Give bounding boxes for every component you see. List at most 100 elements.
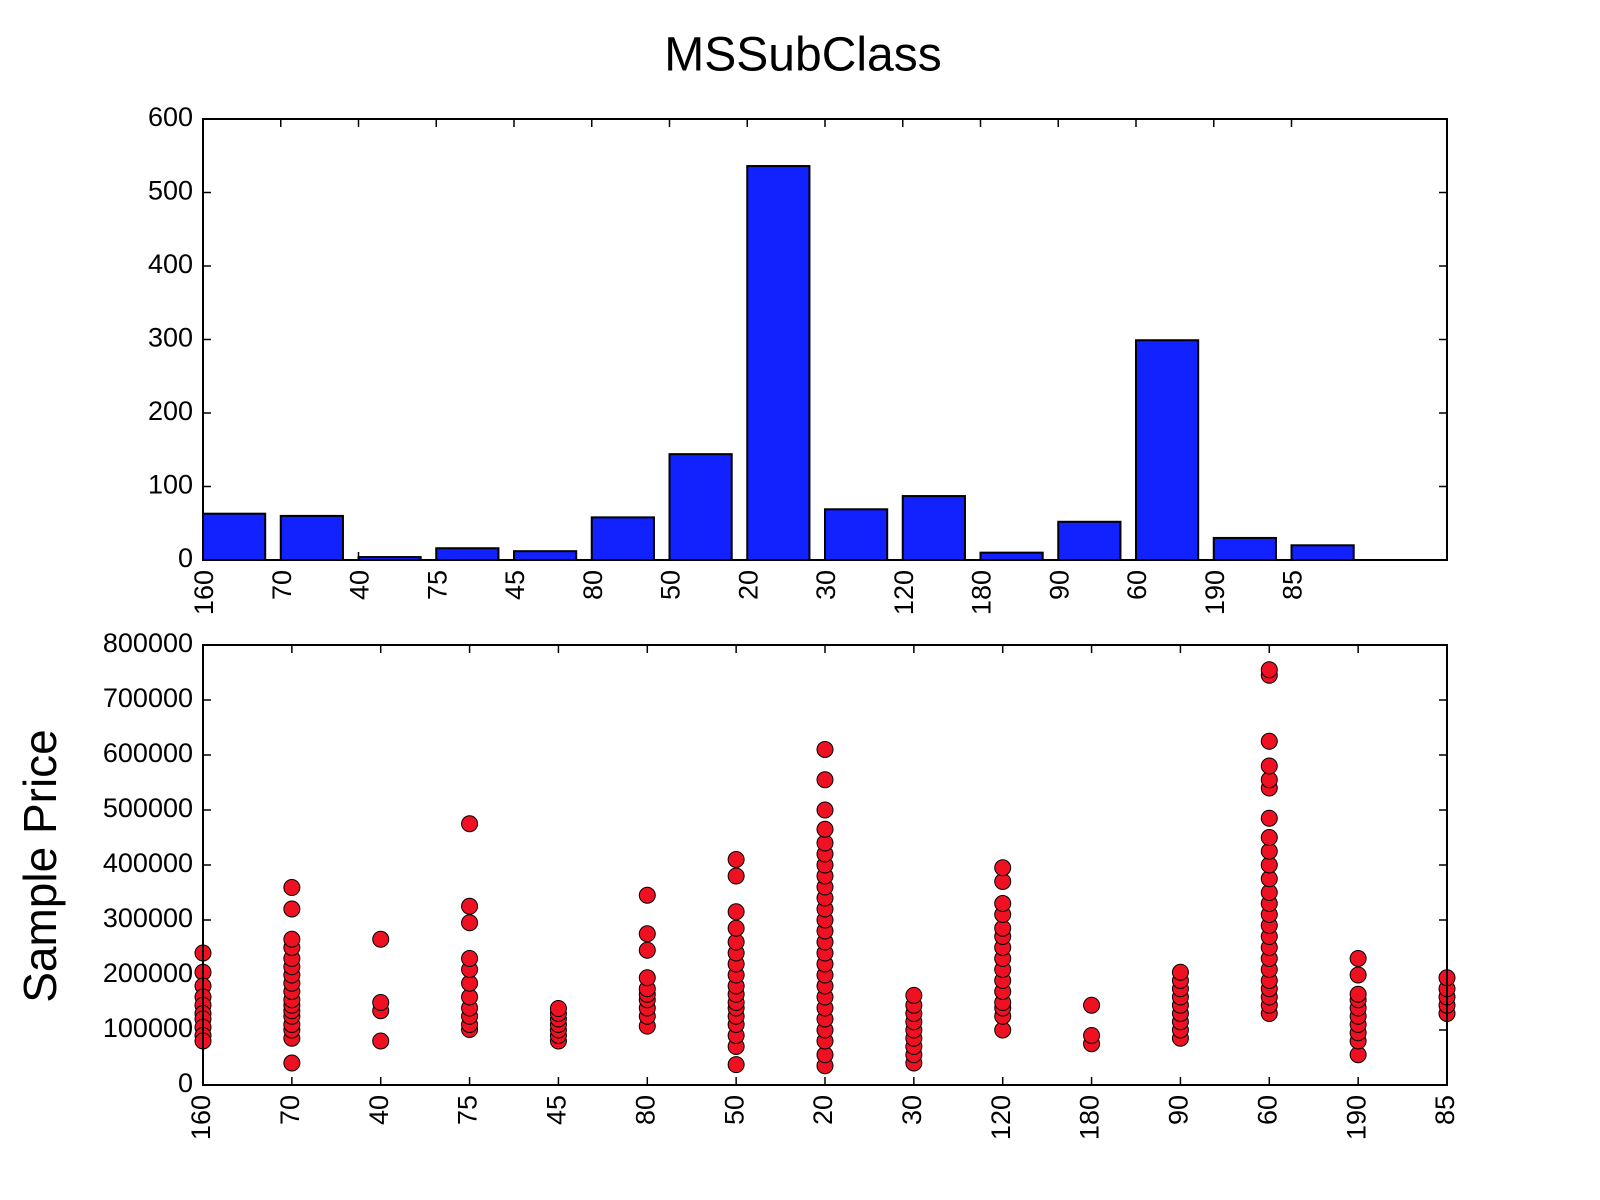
x-tick-label: 50 [656,570,686,600]
x-tick-label: 180 [967,570,997,615]
bar [202,512,267,562]
y-tick-label: 600000 [103,738,193,768]
point [727,851,745,868]
point [727,903,745,921]
y-tick-label: 200 [148,396,193,426]
point [1349,985,1367,1003]
x-tick-label: 160 [189,570,219,615]
bar [824,508,889,562]
x-tick-label: 80 [630,1095,660,1125]
x-tick-label: 50 [719,1095,749,1125]
y-tick-label: 0 [178,543,193,573]
y-tick-label: 600 [148,102,193,132]
point [638,925,656,943]
x-tick-label: 45 [500,570,530,600]
x-tick-label: 40 [364,1095,394,1125]
point [905,986,923,1004]
x-tick-label: 40 [345,570,375,600]
y-tick-label: 500 [148,176,193,206]
y-tick-label: 400 [148,249,193,279]
x-tick-label: 180 [1075,1095,1105,1140]
bar [590,516,655,561]
x-tick-label: 190 [1341,1095,1371,1140]
x-tick-label: 20 [733,570,763,600]
point [549,1000,567,1018]
axes-frame [202,118,1448,561]
point [816,820,834,838]
point [638,941,656,959]
x-tick-label: 85 [1430,1095,1460,1125]
point [1083,1027,1101,1044]
point [994,895,1012,912]
x-tick-label: 75 [453,1095,483,1125]
bar [1057,520,1122,562]
x-tick-label: 85 [1278,570,1308,600]
y-tick-label: 700000 [103,683,193,713]
point [1260,809,1278,827]
point [283,1054,301,1072]
point [638,886,656,904]
point [283,900,301,918]
y-tick-label: 500000 [103,793,193,823]
y-tick-label: 800000 [103,628,193,658]
chart-title: MSSubClass [664,29,941,82]
x-tick-label: 120 [986,1095,1016,1140]
y-tick-label: 300000 [103,903,193,933]
y-tick-label: 300 [148,323,193,353]
point [461,815,479,833]
bar [279,514,344,562]
bar [513,550,578,561]
y-tick-label: 400000 [103,848,193,878]
point [1083,996,1101,1014]
point [727,919,745,937]
point [994,859,1012,877]
point [816,771,834,789]
bar [435,547,500,561]
point [461,897,479,915]
x-tick-label: 45 [542,1095,572,1125]
point [1260,732,1278,750]
point [461,950,479,967]
x-tick-label: 75 [422,570,452,600]
y-tick-label: 100000 [103,1013,193,1043]
point [283,879,301,897]
point [1171,963,1189,981]
y-tick-label: 0 [178,1068,193,1098]
x-tick-label: 190 [1200,570,1230,615]
x-tick-label: 80 [578,570,608,600]
bar [1212,536,1277,562]
x-tick-label: 60 [1252,1095,1282,1125]
point [372,930,390,948]
point [816,801,834,819]
bar [746,165,811,561]
y-tick-label: 100 [148,470,193,500]
bar [901,495,966,561]
point [283,930,301,948]
point [1260,829,1278,846]
x-tick-label: 30 [811,570,841,600]
point [816,741,834,758]
point [372,1032,390,1050]
x-tick-label: 90 [1044,570,1074,600]
point [1349,966,1367,984]
x-tick-label: 160 [186,1095,216,1140]
bar [1135,339,1200,561]
x-tick-label: 70 [267,570,297,600]
x-tick-label: 90 [1164,1095,1194,1125]
point [1349,950,1367,967]
point [372,994,390,1011]
point [1260,661,1278,679]
y-axis-label: Sample Price [14,729,66,1003]
x-tick-label: 60 [1122,570,1152,600]
point [1260,757,1278,775]
bar [668,453,733,561]
point [461,914,479,932]
point [727,1056,745,1074]
y-tick-label: 200000 [103,958,193,988]
x-tick-label: 30 [897,1095,927,1125]
bar [979,551,1044,562]
axes-frame [202,644,1448,1086]
x-tick-label: 120 [889,570,919,615]
x-tick-label: 20 [808,1095,838,1125]
